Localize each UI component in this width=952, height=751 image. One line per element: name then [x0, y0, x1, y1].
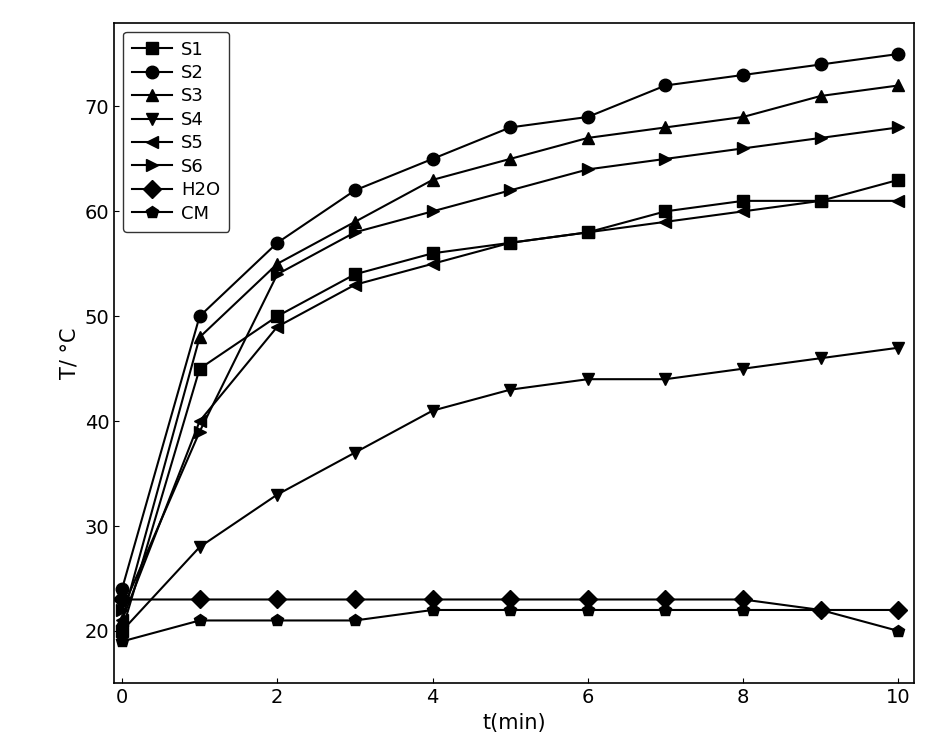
S2: [582, 113, 593, 122]
S4: [582, 375, 593, 384]
S5: [194, 417, 206, 426]
S1: [582, 228, 593, 237]
S2: [116, 584, 128, 593]
CM: [505, 605, 516, 614]
S6: [738, 144, 749, 153]
S2: [271, 238, 283, 247]
S3: [738, 113, 749, 122]
CM: [426, 605, 438, 614]
S2: [349, 185, 361, 195]
S3: [505, 155, 516, 164]
S6: [116, 605, 128, 614]
H2O: [738, 595, 749, 604]
S6: [426, 207, 438, 216]
S3: [116, 616, 128, 625]
S1: [271, 312, 283, 321]
Line: S1: S1: [116, 173, 904, 637]
S5: [815, 196, 826, 205]
Y-axis label: T/ °C: T/ °C: [59, 327, 79, 379]
CM: [271, 616, 283, 625]
S4: [815, 354, 826, 363]
S5: [738, 207, 749, 216]
H2O: [349, 595, 361, 604]
S4: [660, 375, 671, 384]
S5: [893, 196, 904, 205]
S1: [116, 626, 128, 635]
S6: [194, 427, 206, 436]
Line: S4: S4: [116, 342, 904, 637]
Line: S3: S3: [116, 79, 904, 627]
H2O: [271, 595, 283, 604]
S5: [505, 238, 516, 247]
H2O: [660, 595, 671, 604]
CM: [194, 616, 206, 625]
S6: [505, 185, 516, 195]
CM: [738, 605, 749, 614]
S4: [505, 385, 516, 394]
S3: [271, 259, 283, 268]
S6: [349, 228, 361, 237]
CM: [660, 605, 671, 614]
S6: [815, 134, 826, 143]
S2: [660, 81, 671, 90]
S6: [893, 123, 904, 132]
S3: [349, 217, 361, 226]
S3: [660, 123, 671, 132]
S1: [349, 270, 361, 279]
S4: [893, 343, 904, 352]
S4: [271, 490, 283, 499]
CM: [582, 605, 593, 614]
S4: [349, 448, 361, 457]
H2O: [505, 595, 516, 604]
S5: [426, 259, 438, 268]
H2O: [582, 595, 593, 604]
H2O: [426, 595, 438, 604]
CM: [349, 616, 361, 625]
S3: [893, 81, 904, 90]
S5: [271, 322, 283, 331]
S1: [426, 249, 438, 258]
Legend: S1, S2, S3, S4, S5, S6, H2O, CM: S1, S2, S3, S4, S5, S6, H2O, CM: [123, 32, 229, 231]
H2O: [893, 605, 904, 614]
S5: [582, 228, 593, 237]
S4: [194, 542, 206, 551]
S2: [194, 312, 206, 321]
S2: [738, 71, 749, 80]
CM: [116, 637, 128, 646]
S3: [582, 134, 593, 143]
S6: [271, 270, 283, 279]
CM: [815, 605, 826, 614]
S1: [505, 238, 516, 247]
H2O: [116, 595, 128, 604]
Line: S5: S5: [116, 195, 904, 627]
Line: S6: S6: [116, 121, 904, 617]
S1: [738, 196, 749, 205]
S1: [660, 207, 671, 216]
S2: [815, 60, 826, 69]
S2: [505, 123, 516, 132]
S4: [738, 364, 749, 373]
Line: S2: S2: [116, 48, 904, 596]
S5: [660, 217, 671, 226]
S4: [116, 626, 128, 635]
S3: [426, 176, 438, 185]
S5: [349, 280, 361, 289]
S2: [893, 50, 904, 59]
Line: H2O: H2O: [116, 593, 904, 617]
H2O: [815, 605, 826, 614]
S6: [582, 165, 593, 174]
S5: [116, 616, 128, 625]
S3: [194, 333, 206, 342]
S3: [815, 92, 826, 101]
S1: [893, 176, 904, 185]
S4: [426, 406, 438, 415]
S1: [815, 196, 826, 205]
X-axis label: t(min): t(min): [483, 713, 545, 733]
S2: [426, 155, 438, 164]
S1: [194, 364, 206, 373]
H2O: [194, 595, 206, 604]
CM: [893, 626, 904, 635]
S6: [660, 155, 671, 164]
Line: CM: CM: [116, 604, 904, 647]
